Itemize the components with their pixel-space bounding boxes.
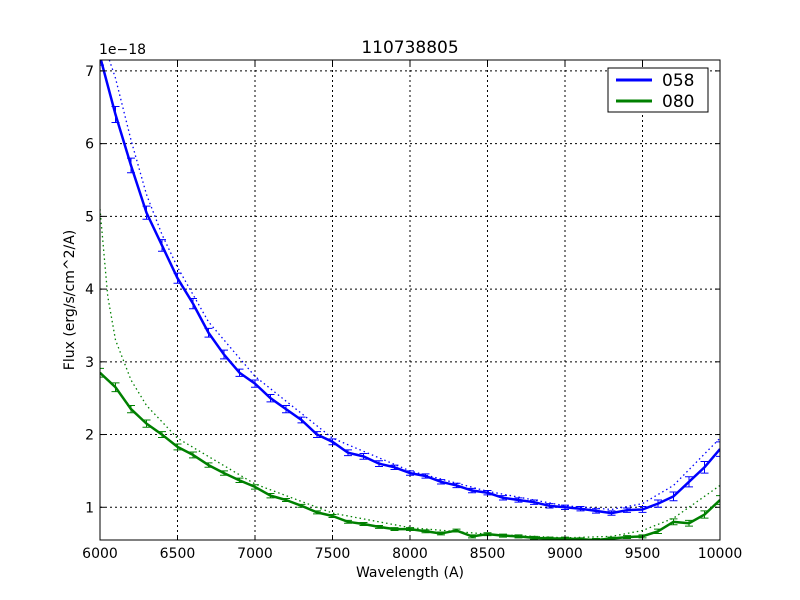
error-bar — [716, 495, 720, 505]
x-tick-label: 7500 — [315, 546, 351, 562]
y-tick-label: 7 — [85, 64, 94, 80]
y-offset-label: 1e−18 — [99, 42, 146, 58]
x-tick-label: 7000 — [237, 546, 273, 562]
error-bar — [592, 538, 600, 540]
y-tick-label: 6 — [85, 137, 94, 153]
x-tick-label: 8000 — [392, 546, 428, 562]
ticks: 6000 6500 7000 7500 8000 8500 9000 9500 10000 1 2 3… — [82, 60, 742, 562]
error-bar — [100, 60, 104, 66]
legend: 058 080 — [607, 67, 709, 113]
y-tick-label: 5 — [85, 209, 94, 225]
chart-title: 110738805 — [361, 38, 458, 58]
series-080 — [100, 209, 720, 540]
legend-label-080: 080 — [662, 92, 694, 112]
y-tick-label: 1 — [85, 500, 94, 516]
error-bar — [716, 441, 720, 457]
x-tick-label: 10000 — [698, 546, 743, 562]
x-tick-label: 6500 — [160, 546, 196, 562]
legend-label-058: 058 — [662, 71, 694, 91]
x-tick-label: 9000 — [547, 546, 583, 562]
x-tick-label: 9500 — [625, 546, 661, 562]
y-tick-label: 4 — [85, 282, 94, 298]
x-axis-label: Wavelength (A) — [356, 565, 464, 581]
error-bar — [100, 367, 104, 378]
y-axis-label: Flux (erg/s/cm^2/A) — [62, 230, 78, 370]
x-tick-label: 6000 — [82, 546, 118, 562]
y-tick-label: 3 — [85, 355, 94, 371]
y-tick-label: 2 — [85, 428, 94, 444]
series-058 — [100, 60, 720, 516]
plot-marks — [100, 60, 720, 540]
x-tick-label: 8500 — [470, 546, 506, 562]
